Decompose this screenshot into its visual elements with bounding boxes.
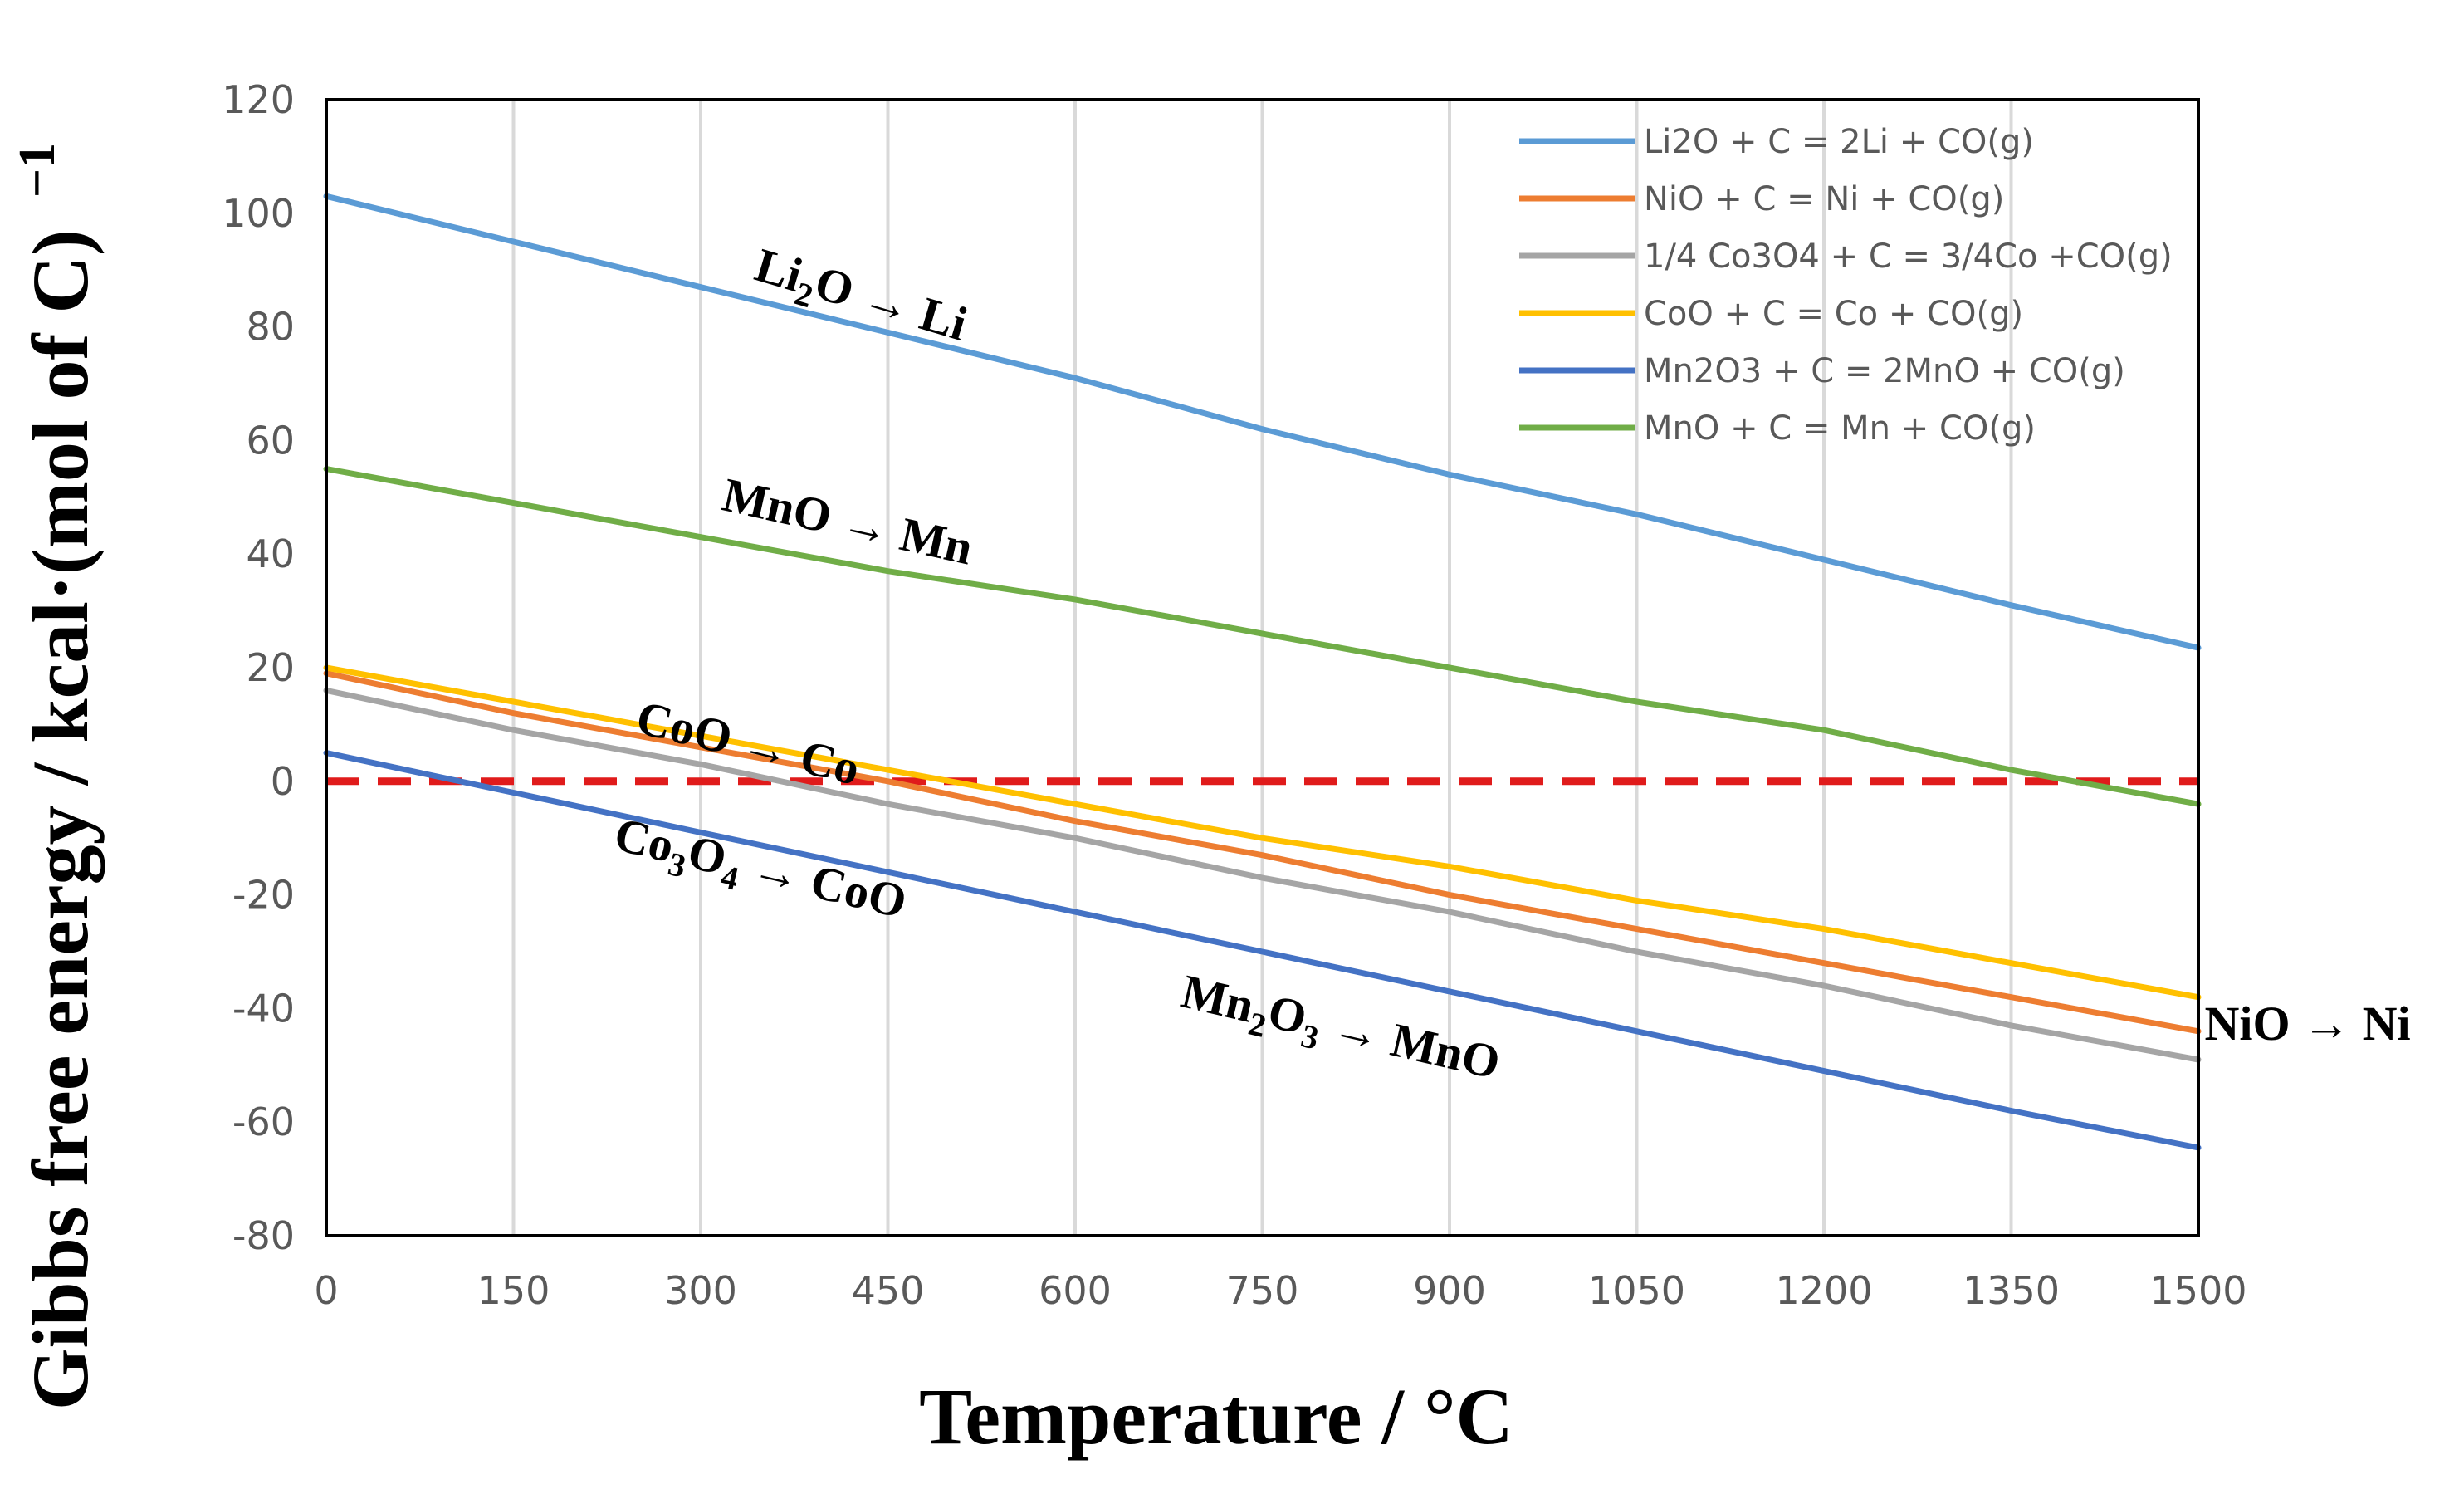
y-tick-label: 40 bbox=[246, 531, 295, 576]
curve-label: MnO → Mn bbox=[718, 468, 978, 576]
series-line bbox=[323, 664, 2202, 1001]
y-tick-label: -20 bbox=[232, 873, 295, 918]
x-tick-label: 750 bbox=[1226, 1268, 1299, 1313]
x-tick-label: 1500 bbox=[2149, 1268, 2246, 1313]
x-tick-label: 900 bbox=[1413, 1268, 1486, 1313]
x-axis-title: Temperature / °C bbox=[919, 1372, 1513, 1461]
y-tick-label: 100 bbox=[222, 191, 295, 236]
legend-entry: CoO + C = Co + CO(g) bbox=[1644, 295, 2023, 333]
x-tick-label: 1350 bbox=[1963, 1268, 2060, 1313]
curve-label-text: Mn bbox=[1176, 964, 1259, 1033]
curve-label: Mn2O3 → MnO bbox=[1175, 964, 1505, 1098]
x-tick-label: 150 bbox=[477, 1268, 550, 1313]
curve-label-text: NiO → Ni bbox=[2205, 997, 2411, 1051]
x-tick-label: 300 bbox=[664, 1268, 737, 1313]
legend-entry: MnO + C = Mn + CO(g) bbox=[1644, 409, 2036, 448]
curve-label-text: Co bbox=[609, 806, 679, 873]
legend-entry: Li2O + C = 2Li + CO(g) bbox=[1644, 123, 2034, 161]
y-tick-label: 0 bbox=[271, 759, 295, 804]
y-tick-label: 120 bbox=[222, 77, 295, 122]
series-line bbox=[323, 750, 2202, 1151]
curve-label-text: O → Li bbox=[809, 255, 973, 350]
y-tick-labels: 120 100 80 60 40 20 0 -20 -40 -60 -80 bbox=[222, 77, 295, 1258]
y-tick-label: -40 bbox=[232, 986, 295, 1031]
plot-frame bbox=[325, 98, 2200, 1237]
x-tick-label: 0 bbox=[314, 1268, 338, 1313]
curve-label: Li2O → Li bbox=[747, 238, 973, 359]
y-tick-label: -80 bbox=[232, 1213, 295, 1258]
series-line bbox=[323, 670, 2202, 1035]
y-tick-label: 60 bbox=[246, 418, 295, 463]
series-line bbox=[323, 687, 2202, 1063]
x-tick-label: 450 bbox=[852, 1268, 925, 1313]
series-line bbox=[323, 193, 2202, 651]
y-tick-label: 20 bbox=[246, 645, 295, 690]
legend-entry: NiO + C = Ni + CO(g) bbox=[1644, 180, 2004, 218]
curve-label: NiO → Ni bbox=[2205, 997, 2411, 1051]
curve-label-text: → MnO bbox=[1316, 996, 1505, 1090]
x-tick-label: 1200 bbox=[1775, 1268, 1872, 1313]
curve-label: Co3O4 → CoO bbox=[608, 806, 912, 937]
series-lines bbox=[323, 193, 2202, 1151]
x-tick-labels: 0 150 300 450 600 750 900 1050 1200 1350 1500 bbox=[314, 1268, 2246, 1313]
x-tick-label: 600 bbox=[1039, 1268, 1112, 1313]
legend-entry: Mn2O3 + C = 2MnO + CO(g) bbox=[1644, 352, 2125, 390]
legend: Li2O + C = 2Li + CO(g) NiO + C = Ni + CO(… bbox=[1519, 123, 2173, 448]
x-tick-label: 1050 bbox=[1588, 1268, 1685, 1313]
curve-label-text: → CoO bbox=[736, 837, 912, 929]
y-tick-label: 80 bbox=[246, 305, 295, 350]
curve-label-text: MnO → Mn bbox=[718, 468, 978, 576]
y-axis-title-main: Gibbs free energy / kcal·(mol of C) bbox=[16, 229, 105, 1410]
y-tick-label: -60 bbox=[232, 1100, 295, 1144]
legend-entry: 1/4 Co3O4 + C = 3/4Co +CO(g) bbox=[1644, 238, 2173, 276]
series-line bbox=[323, 466, 2202, 807]
y-axis-title-superscript: −1 bbox=[9, 143, 66, 198]
y-axis-title: Gibbs free energy / kcal·(mol of C) −1 bbox=[9, 143, 105, 1410]
